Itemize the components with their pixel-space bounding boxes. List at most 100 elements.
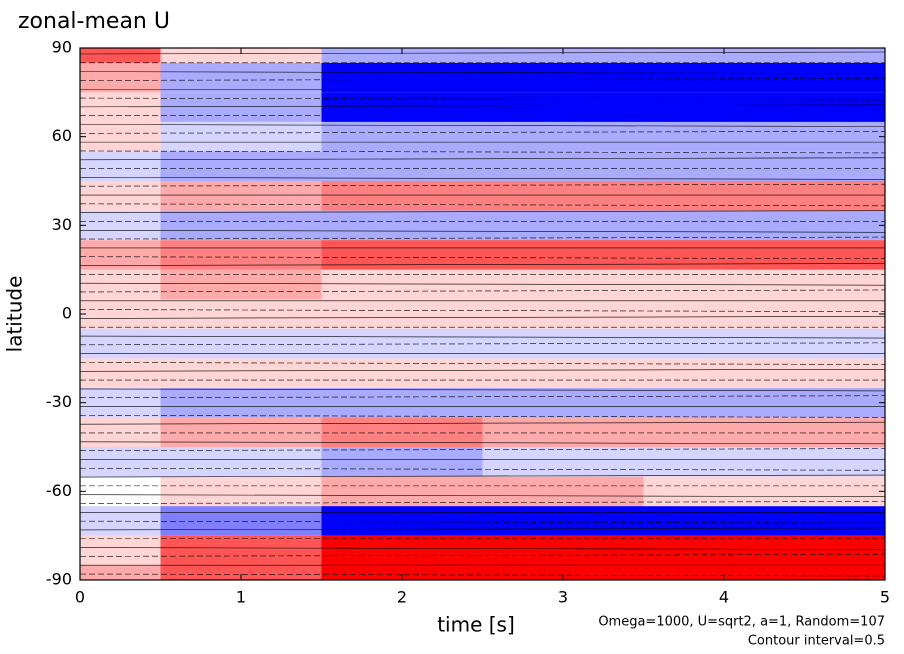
y-tick-label: 0: [62, 304, 72, 323]
contour-line: [79, 177, 886, 180]
contour-cell: [804, 92, 885, 122]
contour-cell: [482, 240, 644, 270]
contour-cell: [643, 535, 805, 566]
contour-cell: [321, 417, 483, 447]
contour-line: [79, 124, 886, 127]
contour-cell: [321, 535, 483, 566]
contour-line: [79, 395, 886, 399]
contour-cell: [804, 535, 885, 566]
contour-cell: [643, 121, 805, 152]
contour-cell: [482, 387, 644, 418]
y-tick-label: -90: [46, 570, 72, 589]
contour-line: [79, 203, 886, 207]
contour-cell: [321, 565, 483, 580]
contour-cell: [160, 535, 322, 566]
contour-line: [79, 527, 886, 531]
contour-cell: [482, 417, 644, 447]
contour-cell: [321, 447, 483, 477]
contour-cell: [321, 151, 483, 181]
contour-cell: [321, 299, 483, 329]
contour-line: [79, 71, 886, 74]
contour-cell: [804, 506, 885, 536]
contour-cell: [80, 48, 161, 63]
contour-cell: [804, 181, 885, 211]
contour-cell: [643, 447, 805, 477]
contour-cell: [643, 240, 805, 270]
y-tick-label: 90: [52, 38, 72, 57]
contour-line: [79, 316, 886, 319]
contour-cell: [321, 506, 483, 536]
contour-line: [79, 421, 886, 425]
contour-cell: [160, 447, 322, 477]
contour-line: [79, 494, 886, 497]
contour-cell: [160, 92, 322, 122]
contour-cell: [643, 476, 805, 507]
contour-line: [79, 210, 886, 213]
contour-line: [79, 229, 886, 233]
contour-cell: [321, 269, 483, 300]
contour-cell: [160, 506, 322, 536]
annotation: Contour interval=0.5: [748, 634, 885, 649]
contour-cell: [160, 476, 322, 507]
y-tick-label: 60: [52, 126, 72, 145]
contour-cell: [643, 48, 805, 63]
contour-cell: [482, 92, 644, 122]
contour-line: [79, 150, 886, 154]
x-axis-label: time [s]: [437, 613, 515, 637]
contour-line: [79, 554, 886, 557]
annotation: Omega=1000, U=sqrt2, a=1, Random=107: [598, 615, 885, 630]
contour-line: [79, 520, 886, 524]
contour-cell: [160, 48, 322, 63]
contour-cell: [321, 62, 483, 93]
contour-cell: [643, 210, 805, 241]
contour-line: [79, 183, 886, 187]
contour-cell: [321, 92, 483, 122]
contour-cell: [80, 299, 161, 329]
x-tick-label: 3: [558, 588, 568, 607]
contour-cell: [482, 299, 644, 329]
contour-line: [79, 282, 886, 286]
contour-cell: [643, 358, 805, 388]
contour-cell: [80, 121, 161, 152]
contour-line: [79, 289, 886, 293]
contour-cell: [482, 535, 644, 566]
contour-line: [79, 467, 886, 471]
contour-cell: [80, 447, 161, 477]
contour-cell: [804, 269, 885, 300]
contour-line: [79, 415, 886, 418]
contour-line: [79, 441, 886, 445]
contour-cell: [160, 181, 322, 211]
contour-cell: [80, 358, 161, 388]
x-tick-label: 4: [719, 588, 729, 607]
contour-cell: [80, 535, 161, 566]
contour-cell: [804, 565, 885, 580]
contour-cell: [482, 358, 644, 388]
contour-cell: [482, 48, 644, 63]
contour-cell: [482, 476, 644, 507]
contour-cell: [160, 299, 322, 329]
contour-cell: [80, 210, 161, 241]
contour-cell: [643, 417, 805, 447]
contour-cell: [643, 92, 805, 122]
contour-line: [79, 104, 886, 108]
contour-cell: [160, 358, 322, 388]
contour-cell: [804, 151, 885, 181]
contour-line: [79, 547, 886, 550]
contour-cell: [321, 181, 483, 211]
contour-cell: [804, 447, 885, 477]
contour-cell: [80, 476, 161, 507]
contour-cell: [643, 181, 805, 211]
contour-cell: [80, 151, 161, 181]
y-axis-label: latitude: [3, 276, 27, 353]
contour-cell: [643, 565, 805, 580]
contour-cell: [160, 387, 322, 418]
contour-cell: [482, 62, 644, 93]
contour-cell: [643, 62, 805, 93]
contour-cell: [80, 565, 161, 580]
contour-cell: [321, 358, 483, 388]
contour-line: [79, 342, 886, 346]
contour-cell: [482, 565, 644, 580]
contour-cell: [804, 476, 885, 507]
contour-line: [79, 256, 886, 260]
